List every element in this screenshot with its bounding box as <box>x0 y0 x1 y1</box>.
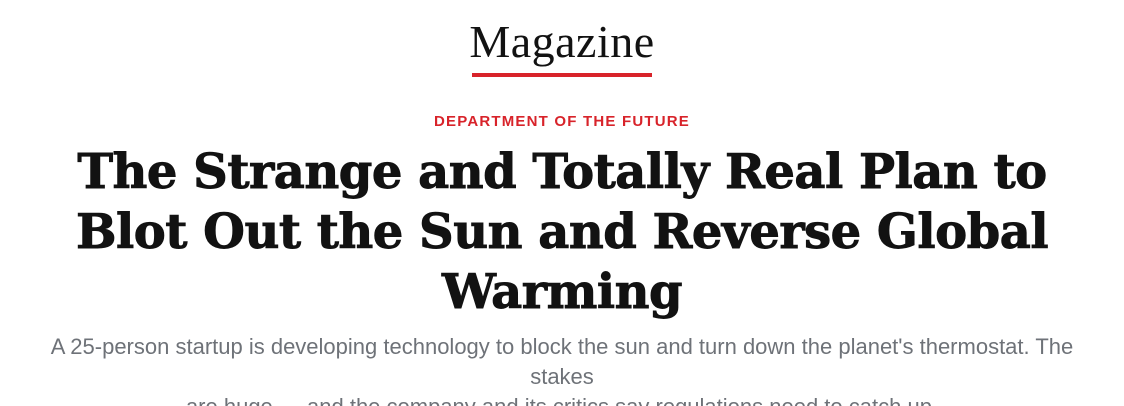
article-dek: A 25-person startup is developing techno… <box>42 332 1082 406</box>
magazine-section-link[interactable]: Magazine <box>469 14 654 77</box>
magazine-masthead-title[interactable]: Magazine <box>469 16 655 67</box>
headline-line: Warming <box>441 264 683 321</box>
masthead-red-rule <box>471 73 652 77</box>
kicker: DEPARTMENT OF THE FUTURE <box>0 113 1124 130</box>
masthead: Magazine <box>0 0 1124 77</box>
headline-line: The Strange and Totally Real Plan to <box>77 144 1048 201</box>
dek-line: A 25-person startup is developing techno… <box>50 334 1074 389</box>
kicker-link[interactable]: DEPARTMENT OF THE FUTURE <box>433 113 690 130</box>
headline-line: Blot Out the Sun and Reverse Global <box>75 204 1049 261</box>
article-headline: The Strange and Totally Real Plan to Blo… <box>62 142 1062 322</box>
dek-line: are huge — and the company and its criti… <box>42 392 1082 406</box>
